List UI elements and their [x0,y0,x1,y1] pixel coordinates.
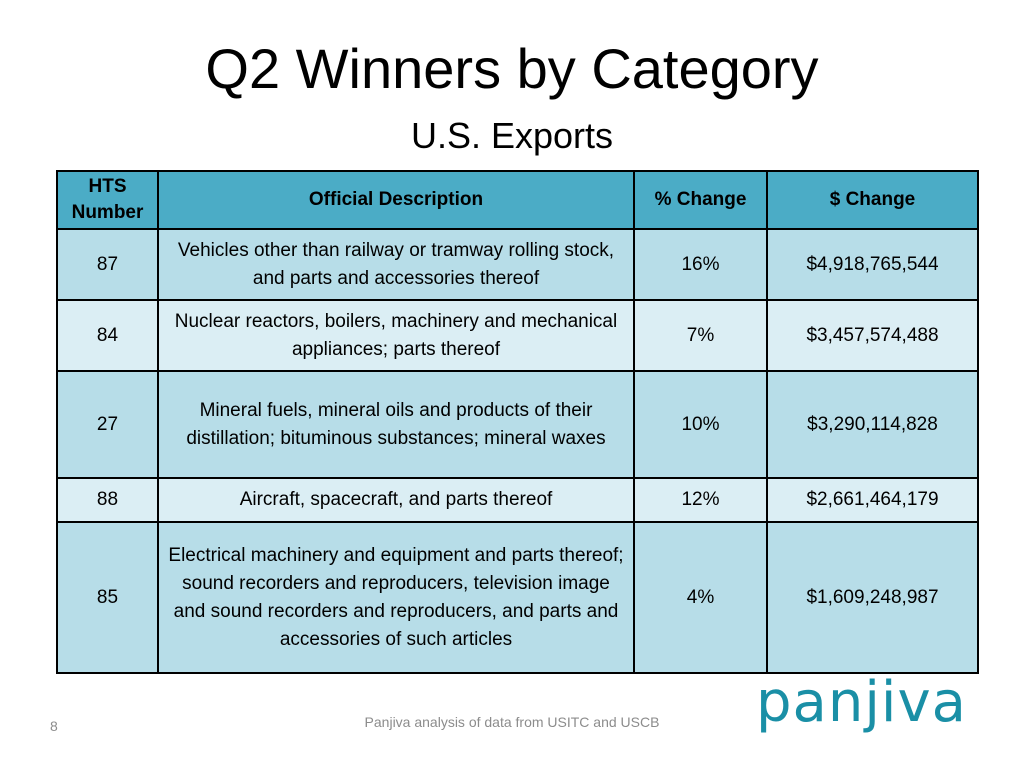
cell-description: Aircraft, spacecraft, and parts thereof [157,477,635,523]
cell-description: Mineral fuels, mineral oils and products… [157,370,635,479]
source-note: Panjiva analysis of data from USITC and … [364,714,660,730]
table-row: 27 Mineral fuels, mineral oils and produ… [56,370,979,479]
cell-hts: 84 [56,299,159,372]
table-row: 85 Electrical machinery and equipment an… [56,521,979,674]
cell-percent-change: 4% [633,521,768,674]
cell-dollar-change: $3,290,114,828 [766,370,979,479]
page-number: 8 [50,718,58,734]
cell-percent-change: 16% [633,228,768,301]
table-row: 88 Aircraft, spacecraft, and parts there… [56,477,979,523]
cell-description: Electrical machinery and equipment and p… [157,521,635,674]
cell-dollar-change: $4,918,765,544 [766,228,979,301]
cell-dollar-change: $3,457,574,488 [766,299,979,372]
panjiva-logo: panjiva [756,670,967,735]
cell-description: Vehicles other than railway or tramway r… [157,228,635,301]
exports-table: HTS Number Official Description % Change… [56,170,979,674]
cell-dollar-change: $2,661,464,179 [766,477,979,523]
cell-description: Nuclear reactors, boilers, machinery and… [157,299,635,372]
cell-percent-change: 10% [633,370,768,479]
slide-subtitle: U.S. Exports [410,115,614,156]
cell-hts: 88 [56,477,159,523]
cell-percent-change: 12% [633,477,768,523]
table-row: 87 Vehicles other than railway or tramwa… [56,228,979,301]
header-percent-change: % Change [633,170,768,230]
header-dollar-change: $ Change [766,170,979,230]
table-row: 84 Nuclear reactors, boilers, machinery … [56,299,979,372]
cell-hts: 27 [56,370,159,479]
cell-percent-change: 7% [633,299,768,372]
slide-title: Q2 Winners by Category [205,37,819,100]
cell-hts: 85 [56,521,159,674]
cell-dollar-change: $1,609,248,987 [766,521,979,674]
table-header-row: HTS Number Official Description % Change… [56,170,979,230]
header-hts-number: HTS Number [56,170,159,230]
cell-hts: 87 [56,228,159,301]
header-official-description: Official Description [157,170,635,230]
